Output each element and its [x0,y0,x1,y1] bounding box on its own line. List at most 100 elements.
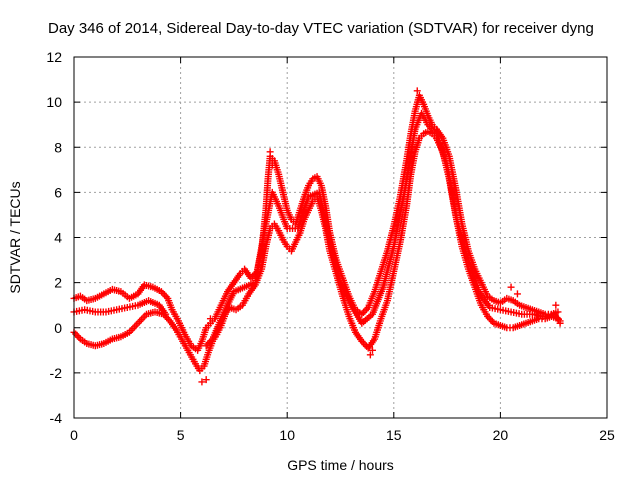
x-tick-label: 10 [279,427,295,443]
x-tick-label: 15 [386,427,402,443]
data-point-trace [419,98,427,106]
data-point-trace [186,340,194,348]
x-axis-label: GPS time / hours [287,457,394,473]
data-point-trace [513,300,521,308]
data-point-trace [526,318,534,326]
data-point-trace [400,191,408,199]
data-point-trace [115,333,123,341]
data-point-trace [110,306,118,314]
data-point-trace [184,346,192,354]
data-point-trace [411,127,419,135]
data-point [206,315,214,323]
data-point-trace [488,318,496,326]
data-point-trace [483,290,491,298]
data-point-trace [230,305,238,313]
data-point-trace [344,310,352,318]
data-point-trace [214,308,222,316]
data-point-trace [244,292,252,300]
data-point-trace [370,290,378,298]
data-point-trace [98,291,106,299]
data-point-trace [273,224,281,232]
data-point-trace [207,337,215,345]
axis-ticks: 0 5 10 15 20 25 -4 -2 0 2 4 6 8 10 12 [46,49,615,443]
data-point-trace [147,283,155,291]
data-point-trace [494,298,502,306]
data-point-trace [278,234,286,241]
data-point-trace [494,305,502,313]
data-point-trace [171,324,179,332]
data-point-trace [167,303,175,311]
data-point-trace [291,240,299,248]
data-point-trace [218,312,226,320]
data-point-trace [198,364,206,372]
data-point-trace [411,109,419,117]
x-tick-label: 0 [70,427,78,443]
data-point-trace [520,303,528,311]
data-point-trace [235,271,243,279]
data-point-trace [74,293,82,301]
data-point-trace [261,222,269,230]
chart-title: Day 346 of 2014, Sidereal Day-to-day VTE… [48,20,594,37]
data-point-trace [295,231,303,239]
data-point-trace [282,240,290,248]
data-point-trace [162,293,170,301]
data-point [202,376,210,384]
data-point-trace [121,304,129,312]
data-point-trace [351,326,359,334]
y-axis-label: SDTVAR / TECUs [7,181,23,293]
data-point [507,283,515,291]
data-point [513,290,521,298]
data-point-trace [367,312,375,320]
data-point-trace [229,280,237,288]
data-points [70,87,564,386]
data-point-trace [501,296,509,304]
data-point-trace [307,177,315,185]
y-tick-label: 6 [54,184,62,200]
data-point [552,301,560,309]
data-point-trace [222,290,230,298]
data-point-trace [325,236,333,244]
data-point [366,351,374,359]
data-point-trace [160,308,168,316]
data-point-trace [173,315,181,323]
data-point-trace [482,310,490,318]
data-point-trace [453,218,461,226]
data-point-trace [141,312,149,320]
data-point-trace [513,322,521,330]
data-point-trace [504,307,512,315]
data-point-trace [131,302,139,310]
y-tick-label: 4 [54,230,62,246]
y-tick-label: 10 [46,94,62,110]
data-point-trace [547,311,555,319]
data-point-trace [533,315,541,323]
data-point-trace [204,321,212,329]
data-point-trace [132,321,140,329]
data-point-trace [554,315,562,323]
data-point-trace [464,254,472,262]
data-point-trace [81,338,89,346]
data-point-trace [533,307,541,315]
data-point-trace [476,299,484,307]
data-point-trace [201,326,209,334]
data-point-trace [304,184,312,192]
data-point-trace [442,159,450,167]
data-point [413,87,421,95]
data-point-trace [274,168,282,176]
data-point-trace [336,276,344,284]
data-point-trace [278,186,286,194]
data-point-trace [389,245,397,253]
data-point-trace [75,333,83,341]
x-tick-label: 25 [599,427,615,443]
y-tick-label: 2 [54,275,62,291]
data-point-trace [488,295,496,303]
y-tick-label: 0 [54,320,62,336]
data-point-trace [316,179,324,187]
data-point-trace [431,128,439,136]
data-point-trace [494,321,502,329]
data-point-trace [389,270,397,278]
data-point-trace [286,213,294,221]
data-point-trace [81,295,89,303]
x-tick-label: 20 [493,427,509,443]
data-point-trace [418,132,426,140]
